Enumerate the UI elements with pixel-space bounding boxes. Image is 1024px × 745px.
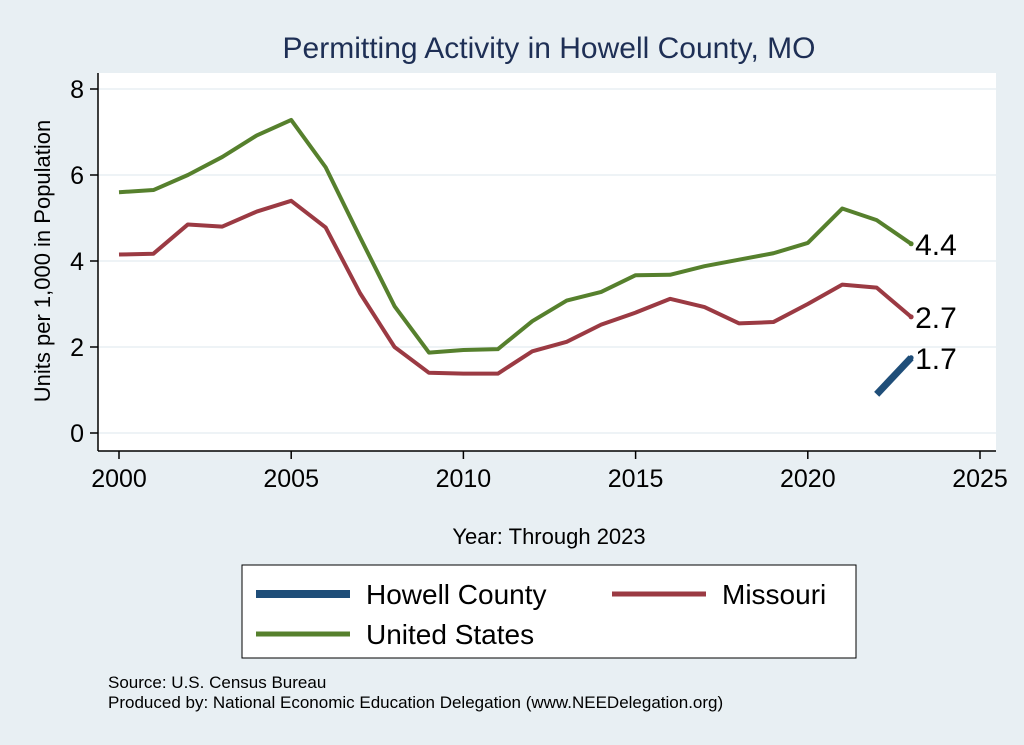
y-tick-label: 2 [70, 334, 84, 362]
chart-title: Permitting Activity in Howell County, MO [283, 32, 816, 65]
series-lines [118, 117, 914, 397]
x-tick-label: 2015 [608, 465, 664, 493]
x-tick-label: 2005 [263, 465, 319, 493]
series-end-point-howell-county [908, 355, 914, 361]
x-axis: 2000 2005 2010 2015 2020 2025 [91, 451, 1008, 493]
series-line-missouri [118, 198, 913, 376]
end-label-missouri: 2.7 [915, 302, 957, 335]
end-labels: 1.7 2.7 4.4 [915, 229, 957, 376]
legend-box [241, 564, 857, 659]
legend-label-united-states: United States [366, 619, 534, 650]
y-axis-label: Units per 1,000 in Population [30, 120, 55, 403]
plot-area [98, 73, 996, 451]
series-line-howell-county [874, 355, 914, 397]
source-note: Source: U.S. Census Bureau [108, 673, 326, 692]
x-tick-label: 2010 [436, 465, 492, 493]
end-label-united-states: 4.4 [915, 229, 957, 262]
legend-label-missouri: Missouri [722, 579, 826, 610]
legend-label-howell-county: Howell County [366, 579, 547, 610]
series-end-point-missouri [908, 314, 914, 320]
x-axis-label: Year: Through 2023 [452, 524, 645, 549]
x-tick-label: 2020 [780, 465, 836, 493]
x-tick-label: 2000 [91, 465, 147, 493]
series-line-united-states [118, 117, 913, 355]
legend: Howell County Missouri United States [256, 579, 826, 650]
y-tick-label: 6 [70, 162, 84, 190]
y-axis: 0 2 4 6 8 [70, 76, 98, 448]
end-label-howell-county: 1.7 [915, 343, 957, 376]
x-tick-label: 2025 [952, 465, 1008, 493]
producer-note: Produced by: National Economic Education… [108, 693, 723, 712]
y-tick-label: 0 [70, 420, 84, 448]
series-end-point-united-states [908, 241, 914, 247]
y-tick-label: 4 [70, 248, 84, 276]
y-tick-label: 8 [70, 76, 84, 104]
